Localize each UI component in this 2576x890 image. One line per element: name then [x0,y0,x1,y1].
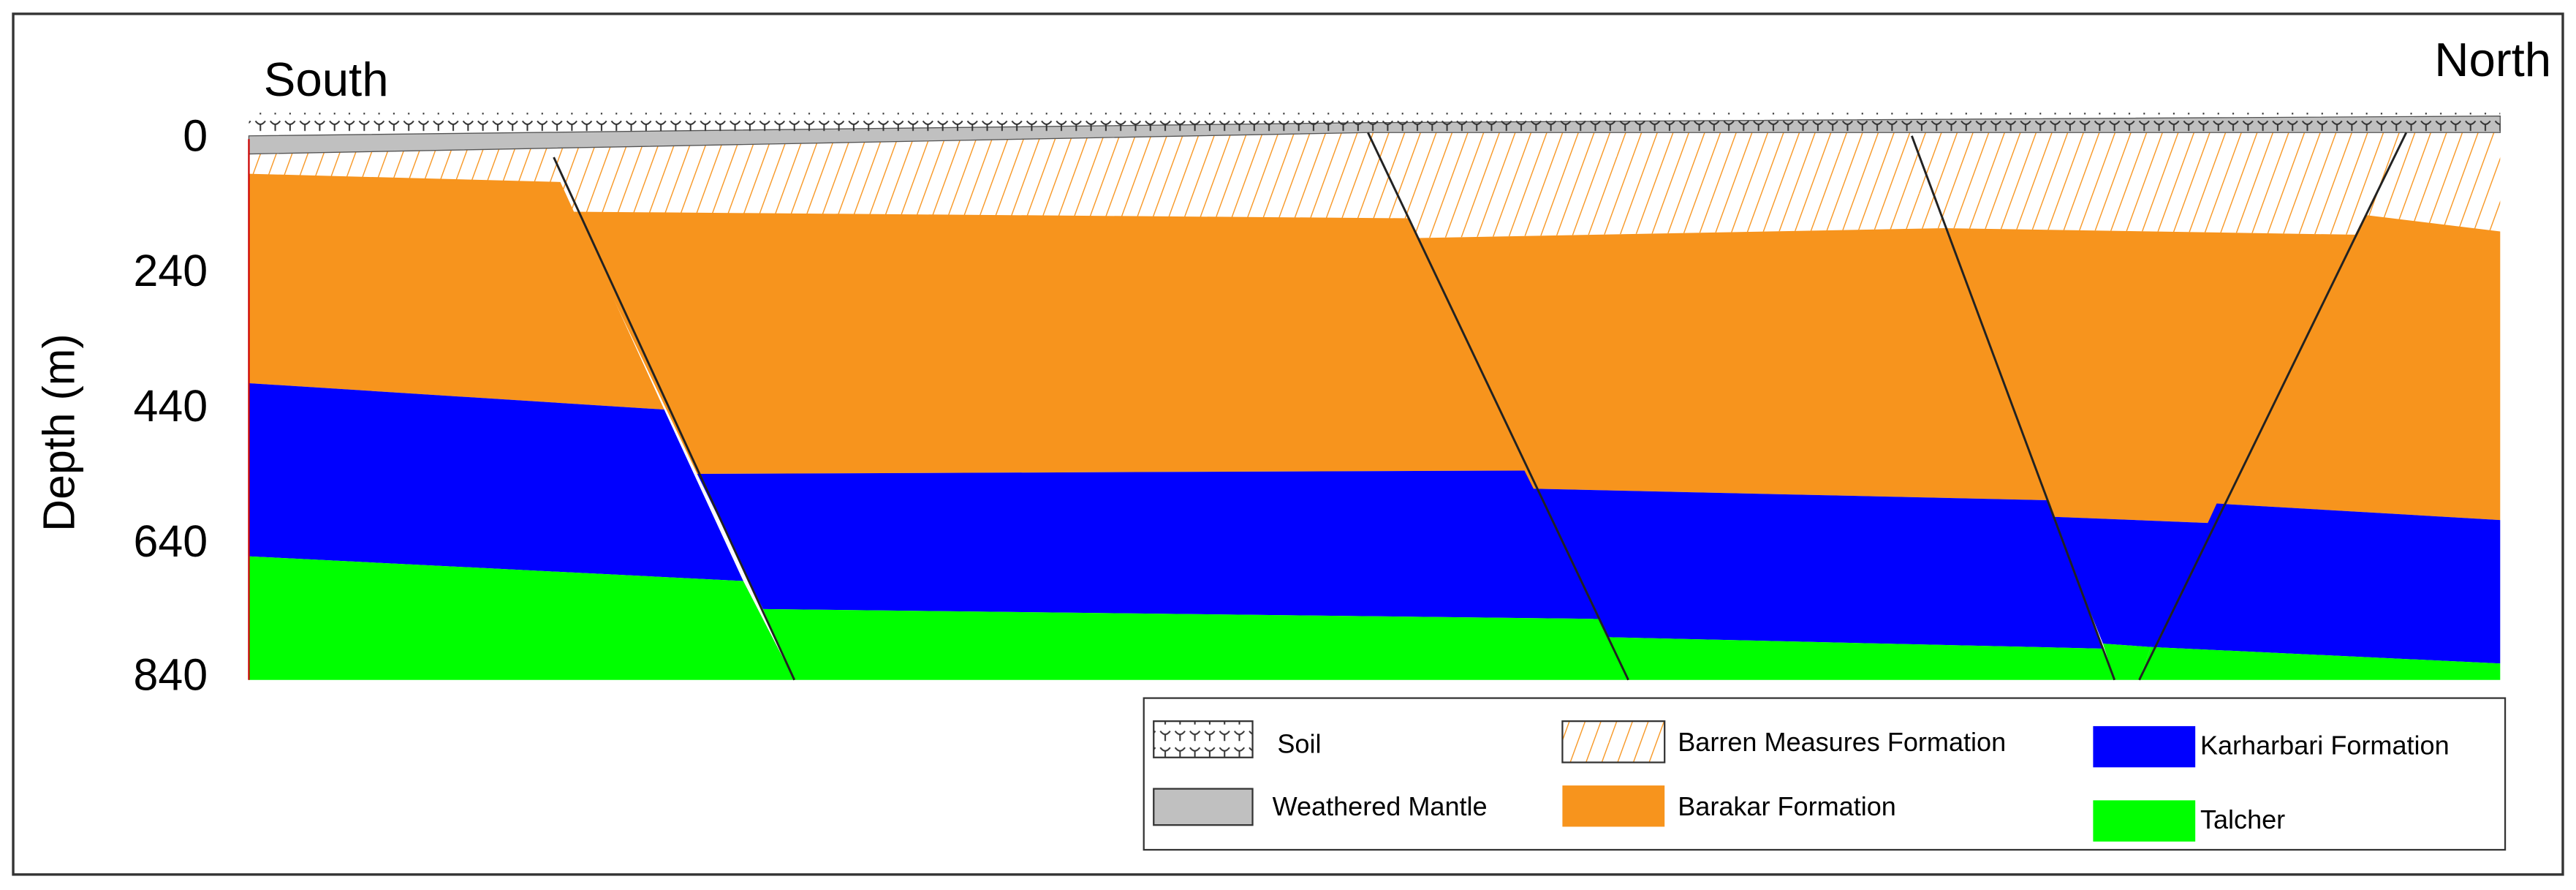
legend-swatch [1153,788,1254,826]
north-label: North [2434,33,2551,86]
y-tick-label: 0 [183,110,208,160]
y-tick-label: 240 [134,246,208,295]
barakar [249,173,2501,524]
south-label: South [264,53,389,106]
legend-label: Weathered Mantle [1273,791,1488,821]
legend: Soil Weathered Mantle Barren Measures Fo… [1143,697,2507,851]
legend-swatch [2093,725,2196,768]
y-tick-label: 640 [134,516,208,566]
soil-layer [249,113,2501,133]
legend-label: Karharbari Formation [2200,731,2450,761]
legend-swatch [1562,785,1665,827]
talcher [249,556,2501,680]
legend-swatch [2093,800,2196,842]
barren-layer [249,129,2501,238]
legend-label: Barakar Formation [1678,791,1896,821]
faults [553,132,2408,681]
layers [248,113,2501,681]
legend-swatch [1153,720,1254,758]
karharbari [249,382,2501,664]
legend-label: Soil [1277,729,1321,759]
legend-box [1143,697,2507,851]
y-axis-label: Depth (m) [34,333,84,532]
y-tick-label: 440 [134,381,208,431]
legend-swatch [1561,720,1666,763]
legend-label: Barren Measures Formation [1678,727,2006,757]
y-tick-label: 840 [134,650,208,700]
legend-label: Talcher [2200,804,2285,834]
